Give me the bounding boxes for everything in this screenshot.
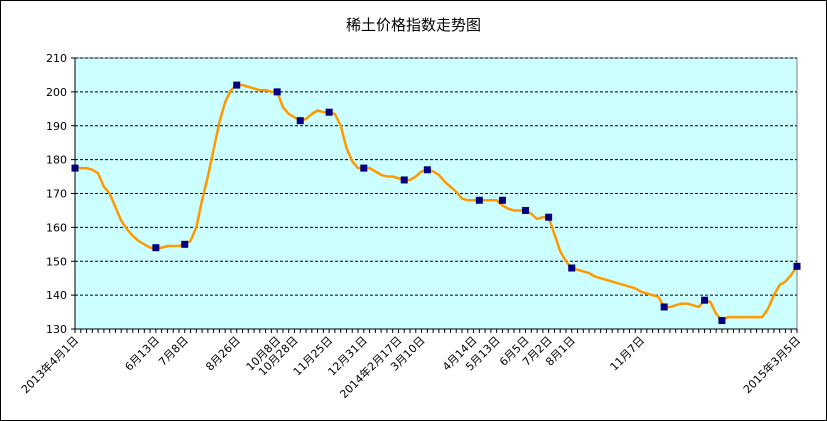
data-point-marker xyxy=(233,81,241,89)
y-tick-label: 190 xyxy=(46,120,67,133)
x-tick-label: 8月26日 xyxy=(203,334,243,374)
y-tick-label: 180 xyxy=(46,154,67,167)
data-point-marker xyxy=(423,166,431,174)
x-tick-label: 2013年4月1日 xyxy=(18,333,81,396)
data-point-marker xyxy=(522,206,530,214)
x-tick-label: 11月7日 xyxy=(608,334,648,374)
y-tick-label: 200 xyxy=(46,86,67,99)
data-point-marker xyxy=(498,196,506,204)
series-polyline xyxy=(73,83,799,322)
data-point-marker xyxy=(152,244,160,252)
data-point-marker xyxy=(296,117,304,125)
data-point-marker xyxy=(793,262,801,270)
data-point-marker xyxy=(181,240,189,248)
chart-title: 稀土价格指数走势图 xyxy=(345,16,481,34)
data-point-marker xyxy=(400,176,408,184)
y-tick-label: 170 xyxy=(46,188,67,201)
data-point-marker xyxy=(475,196,483,204)
y-tick-label: 140 xyxy=(46,289,67,302)
series-markers xyxy=(71,81,801,325)
x-tick-label: 2015年3月5日 xyxy=(740,333,803,396)
x-tick-label: 6月13日 xyxy=(122,334,162,374)
data-point-marker xyxy=(360,164,368,172)
y-axis: 130 140 150 160 170 180 190 200 210 xyxy=(46,52,76,336)
data-point-marker xyxy=(273,88,281,96)
x-tick-label: 7月8日 xyxy=(156,334,191,369)
data-point-marker xyxy=(325,108,333,116)
y-tick-label: 130 xyxy=(46,323,67,336)
data-point-marker xyxy=(71,164,79,172)
data-point-marker xyxy=(660,303,668,311)
y-tick-label: 150 xyxy=(46,255,67,268)
series-line xyxy=(73,83,799,322)
data-point-marker xyxy=(701,296,709,304)
data-point-marker xyxy=(568,264,576,272)
y-tick-label: 210 xyxy=(46,52,67,65)
data-point-marker xyxy=(718,317,726,325)
data-point-marker xyxy=(545,213,553,221)
y-tick-label: 160 xyxy=(46,221,67,234)
